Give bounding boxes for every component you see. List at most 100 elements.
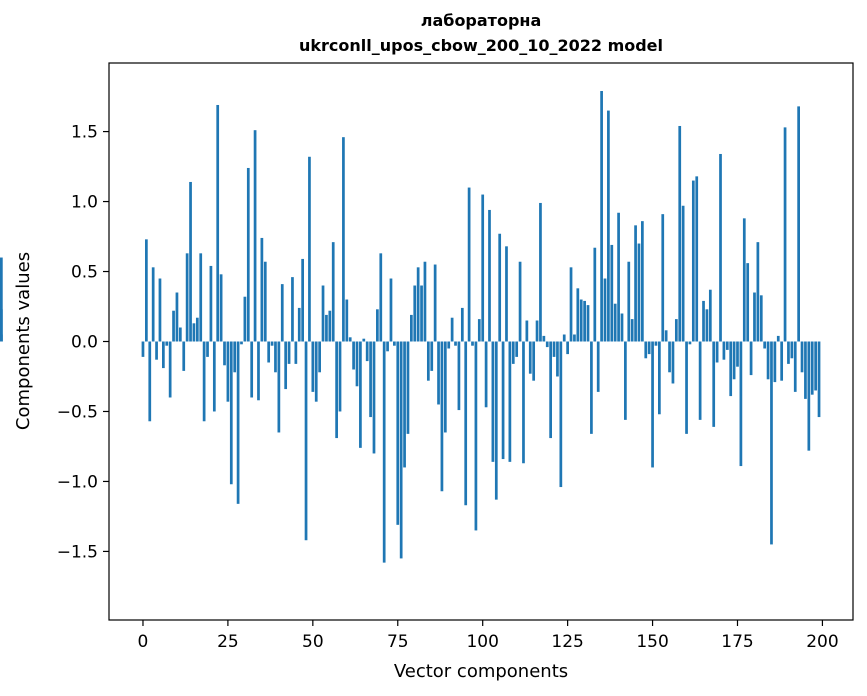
bar (219, 274, 223, 342)
bar (627, 261, 631, 342)
bar (318, 341, 321, 373)
bar (199, 253, 203, 342)
y-tick-label: 1.0 (71, 193, 98, 213)
bar (742, 218, 746, 342)
bar (494, 341, 498, 500)
bar (355, 341, 359, 387)
bar (610, 244, 614, 342)
y-tick-label: −1.5 (57, 542, 98, 562)
bar (770, 341, 773, 545)
bar (593, 247, 597, 342)
x-tick-label: 75 (387, 632, 409, 652)
bar (532, 341, 536, 381)
bar (671, 341, 675, 384)
bar (491, 341, 495, 462)
bar (719, 153, 722, 342)
x-tick-label: 100 (466, 632, 498, 652)
bar (308, 156, 311, 342)
bar (471, 341, 474, 346)
y-tick-label: −1.0 (57, 472, 98, 492)
bar (403, 341, 406, 468)
bar (386, 341, 389, 352)
x-tick-label: 200 (806, 632, 838, 652)
bar (698, 341, 702, 420)
bar (216, 104, 220, 342)
bar (474, 341, 478, 531)
bar (345, 299, 349, 342)
bar (165, 341, 169, 346)
bar (379, 253, 383, 342)
bar (814, 341, 817, 391)
bar (280, 284, 284, 342)
bar (457, 341, 461, 411)
bar (576, 288, 580, 342)
bar (263, 261, 267, 342)
bar (756, 242, 760, 342)
bars-group (0, 90, 821, 563)
bar (668, 341, 671, 373)
chart-subtitle: ukrconll_upos_cbow_200_10_2022 model (299, 36, 663, 55)
bar (518, 261, 522, 342)
bar (620, 313, 624, 342)
bar (525, 320, 529, 342)
bar (420, 285, 423, 342)
bar (600, 90, 603, 342)
bar (766, 341, 770, 380)
bar (433, 264, 437, 342)
bar (423, 261, 427, 342)
bar (233, 341, 237, 373)
bar (267, 341, 271, 363)
bar (314, 341, 318, 402)
bar (406, 341, 410, 434)
bar (712, 341, 716, 427)
bar (284, 341, 288, 390)
bar (705, 309, 709, 342)
bar (562, 334, 566, 342)
bar (396, 341, 400, 525)
bar (661, 214, 665, 342)
bar (783, 127, 787, 342)
bar (243, 296, 247, 342)
bar (437, 341, 440, 405)
bar (277, 341, 281, 433)
bar (202, 341, 206, 422)
bar (607, 110, 610, 342)
bar (603, 278, 607, 342)
bar (162, 341, 165, 369)
bar (372, 341, 376, 454)
x-axis-ticks: 0 25 50 75 100 125 150 175 200 (138, 620, 839, 652)
bar (376, 309, 379, 342)
x-tick-label: 150 (636, 632, 668, 652)
bar (454, 341, 457, 346)
bar (759, 295, 763, 342)
bar (596, 341, 600, 392)
bar (583, 300, 586, 342)
bar (294, 341, 298, 364)
bar (443, 341, 447, 433)
bar (352, 341, 355, 370)
bar (776, 335, 780, 342)
bar (780, 341, 784, 381)
bar (297, 307, 301, 342)
bar (569, 267, 573, 342)
bar (674, 319, 678, 342)
bar (311, 341, 315, 392)
bar (549, 341, 552, 439)
bar (148, 341, 152, 422)
bar (240, 341, 243, 345)
bar (342, 137, 345, 342)
bar (365, 341, 369, 362)
bar (528, 341, 532, 374)
bar (702, 300, 705, 342)
bar (253, 130, 257, 342)
bar (325, 314, 328, 342)
bar (467, 187, 471, 342)
bar (195, 317, 199, 342)
x-tick-label: 25 (217, 632, 239, 652)
bar (715, 341, 719, 363)
bar (817, 341, 821, 418)
bar (539, 202, 542, 342)
bar (338, 341, 342, 412)
bar (175, 292, 179, 342)
bar (362, 338, 366, 342)
